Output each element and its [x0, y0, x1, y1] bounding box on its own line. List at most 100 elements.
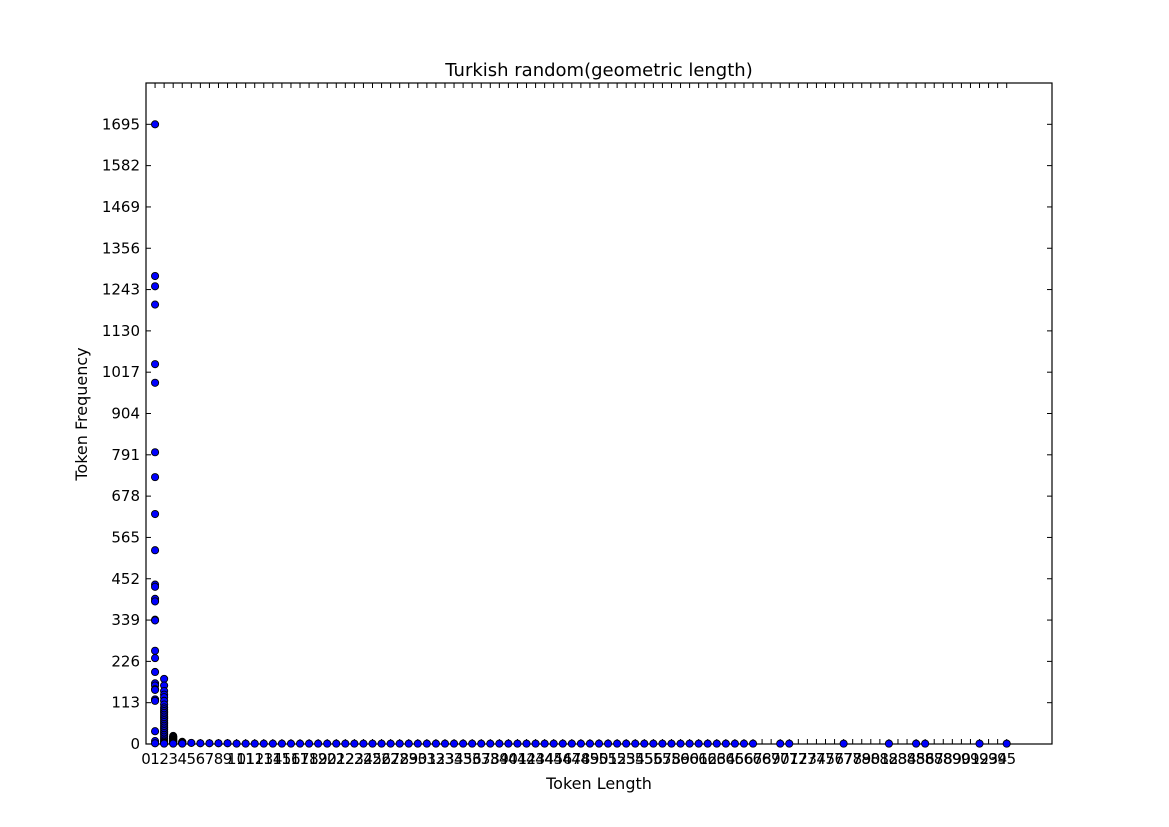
- x-tick-label: 22: [336, 750, 355, 768]
- data-point: [459, 739, 468, 748]
- x-tick-label: 82: [879, 750, 898, 768]
- data-point: [884, 739, 893, 748]
- x-tick-label: 41: [508, 750, 527, 768]
- data-point: [151, 654, 160, 663]
- x-tick-label: 89: [943, 750, 962, 768]
- x-tick-label: 12: [245, 750, 264, 768]
- x-tick-label: 26: [372, 750, 391, 768]
- x-tick-label: 58: [662, 750, 681, 768]
- data-point: [151, 473, 160, 482]
- data-point: [332, 739, 341, 748]
- data-points: [151, 120, 1011, 748]
- data-point: [576, 739, 585, 748]
- data-point: [486, 739, 495, 748]
- x-tick-label: 17: [290, 750, 309, 768]
- data-point: [730, 739, 739, 748]
- x-tick-label: 84: [897, 750, 916, 768]
- data-point: [250, 739, 259, 748]
- x-tick-label: 39: [490, 750, 509, 768]
- y-tick-label: 113: [111, 694, 140, 712]
- data-point: [151, 616, 160, 625]
- x-tick-label: 33: [435, 750, 454, 768]
- x-tick-label: 49: [580, 750, 599, 768]
- x-tick-label: 71: [780, 750, 799, 768]
- x-tick-label: 0: [141, 750, 151, 768]
- y-tick-label: 452: [111, 570, 140, 588]
- x-tick-label: 85: [907, 750, 926, 768]
- data-point: [323, 739, 332, 748]
- x-tick-label: 44: [535, 750, 554, 768]
- x-tick-label: 76: [825, 750, 844, 768]
- x-tick-label: 60: [680, 750, 699, 768]
- data-point: [205, 739, 214, 748]
- data-point: [549, 739, 558, 748]
- y-tick-label: 339: [111, 611, 140, 629]
- data-point: [295, 739, 305, 748]
- data-point: [151, 582, 160, 591]
- data-point: [160, 739, 169, 748]
- data-point: [658, 739, 667, 748]
- data-point: [667, 739, 676, 748]
- data-point: [241, 739, 250, 748]
- x-tick-label: 10: [227, 750, 246, 768]
- data-point: [468, 739, 477, 748]
- x-tick-label: 46: [553, 750, 572, 768]
- data-point: [196, 739, 205, 748]
- x-tick-label: 40: [499, 750, 518, 768]
- y-tick-label: 1130: [102, 322, 140, 340]
- data-point: [613, 739, 622, 748]
- x-tick-label: 37: [472, 750, 491, 768]
- y-tick-label: 565: [111, 528, 140, 546]
- data-point: [187, 738, 196, 747]
- x-tick-label: 65: [725, 750, 744, 768]
- x-tick-label: 11: [236, 750, 255, 768]
- x-tick-label: 90: [952, 750, 971, 768]
- data-point: [377, 739, 386, 748]
- plot-frame: [145, 82, 1053, 745]
- data-point: [151, 282, 160, 291]
- data-point: [422, 739, 431, 748]
- x-tick-label: 70: [771, 750, 790, 768]
- x-tick-label: 79: [852, 750, 871, 768]
- x-tick-label: 1: [150, 750, 160, 768]
- x-tick-label: 18: [300, 750, 319, 768]
- x-tick-label: 29: [399, 750, 418, 768]
- data-point: [178, 739, 187, 748]
- x-tick-label: 43: [526, 750, 545, 768]
- x-tick-label: 81: [870, 750, 889, 768]
- data-point: [495, 739, 504, 748]
- data-point: [839, 739, 848, 748]
- data-point: [748, 739, 758, 748]
- data-point: [649, 739, 658, 748]
- y-tick-label: 678: [111, 487, 140, 505]
- data-point: [151, 546, 160, 555]
- data-point: [640, 739, 649, 748]
- x-tick-label: 83: [888, 750, 907, 768]
- data-point: [540, 739, 549, 748]
- x-tick-label: 80: [861, 750, 880, 768]
- y-tick-label: 1017: [102, 363, 140, 381]
- data-point: [431, 739, 440, 748]
- x-axis-label: Token Length: [545, 774, 652, 793]
- x-tick-label: 93: [979, 750, 998, 768]
- data-point: [151, 509, 160, 519]
- x-tick-label: 23: [345, 750, 364, 768]
- data-point: [531, 739, 540, 748]
- x-tick-label: 20: [318, 750, 337, 768]
- x-tick-label: 8: [214, 750, 224, 768]
- data-point: [921, 739, 930, 748]
- data-point: [631, 739, 640, 748]
- x-tick-label: 56: [644, 750, 663, 768]
- y-tick-label: 1582: [102, 157, 140, 175]
- data-point: [440, 739, 450, 748]
- data-point: [169, 739, 178, 748]
- x-tick-label: 55: [635, 750, 654, 768]
- x-tick-label: 6: [196, 750, 206, 768]
- data-point: [594, 739, 604, 748]
- x-tick-label: 51: [599, 750, 618, 768]
- data-point: [395, 739, 404, 748]
- x-tick-label: 28: [390, 750, 409, 768]
- y-axis: 0 113 226 339 452 565 678 791 904 1017 1130 1243 135…: [102, 115, 1052, 753]
- y-tick-label: 226: [111, 652, 140, 670]
- x-tick-label: 88: [934, 750, 953, 768]
